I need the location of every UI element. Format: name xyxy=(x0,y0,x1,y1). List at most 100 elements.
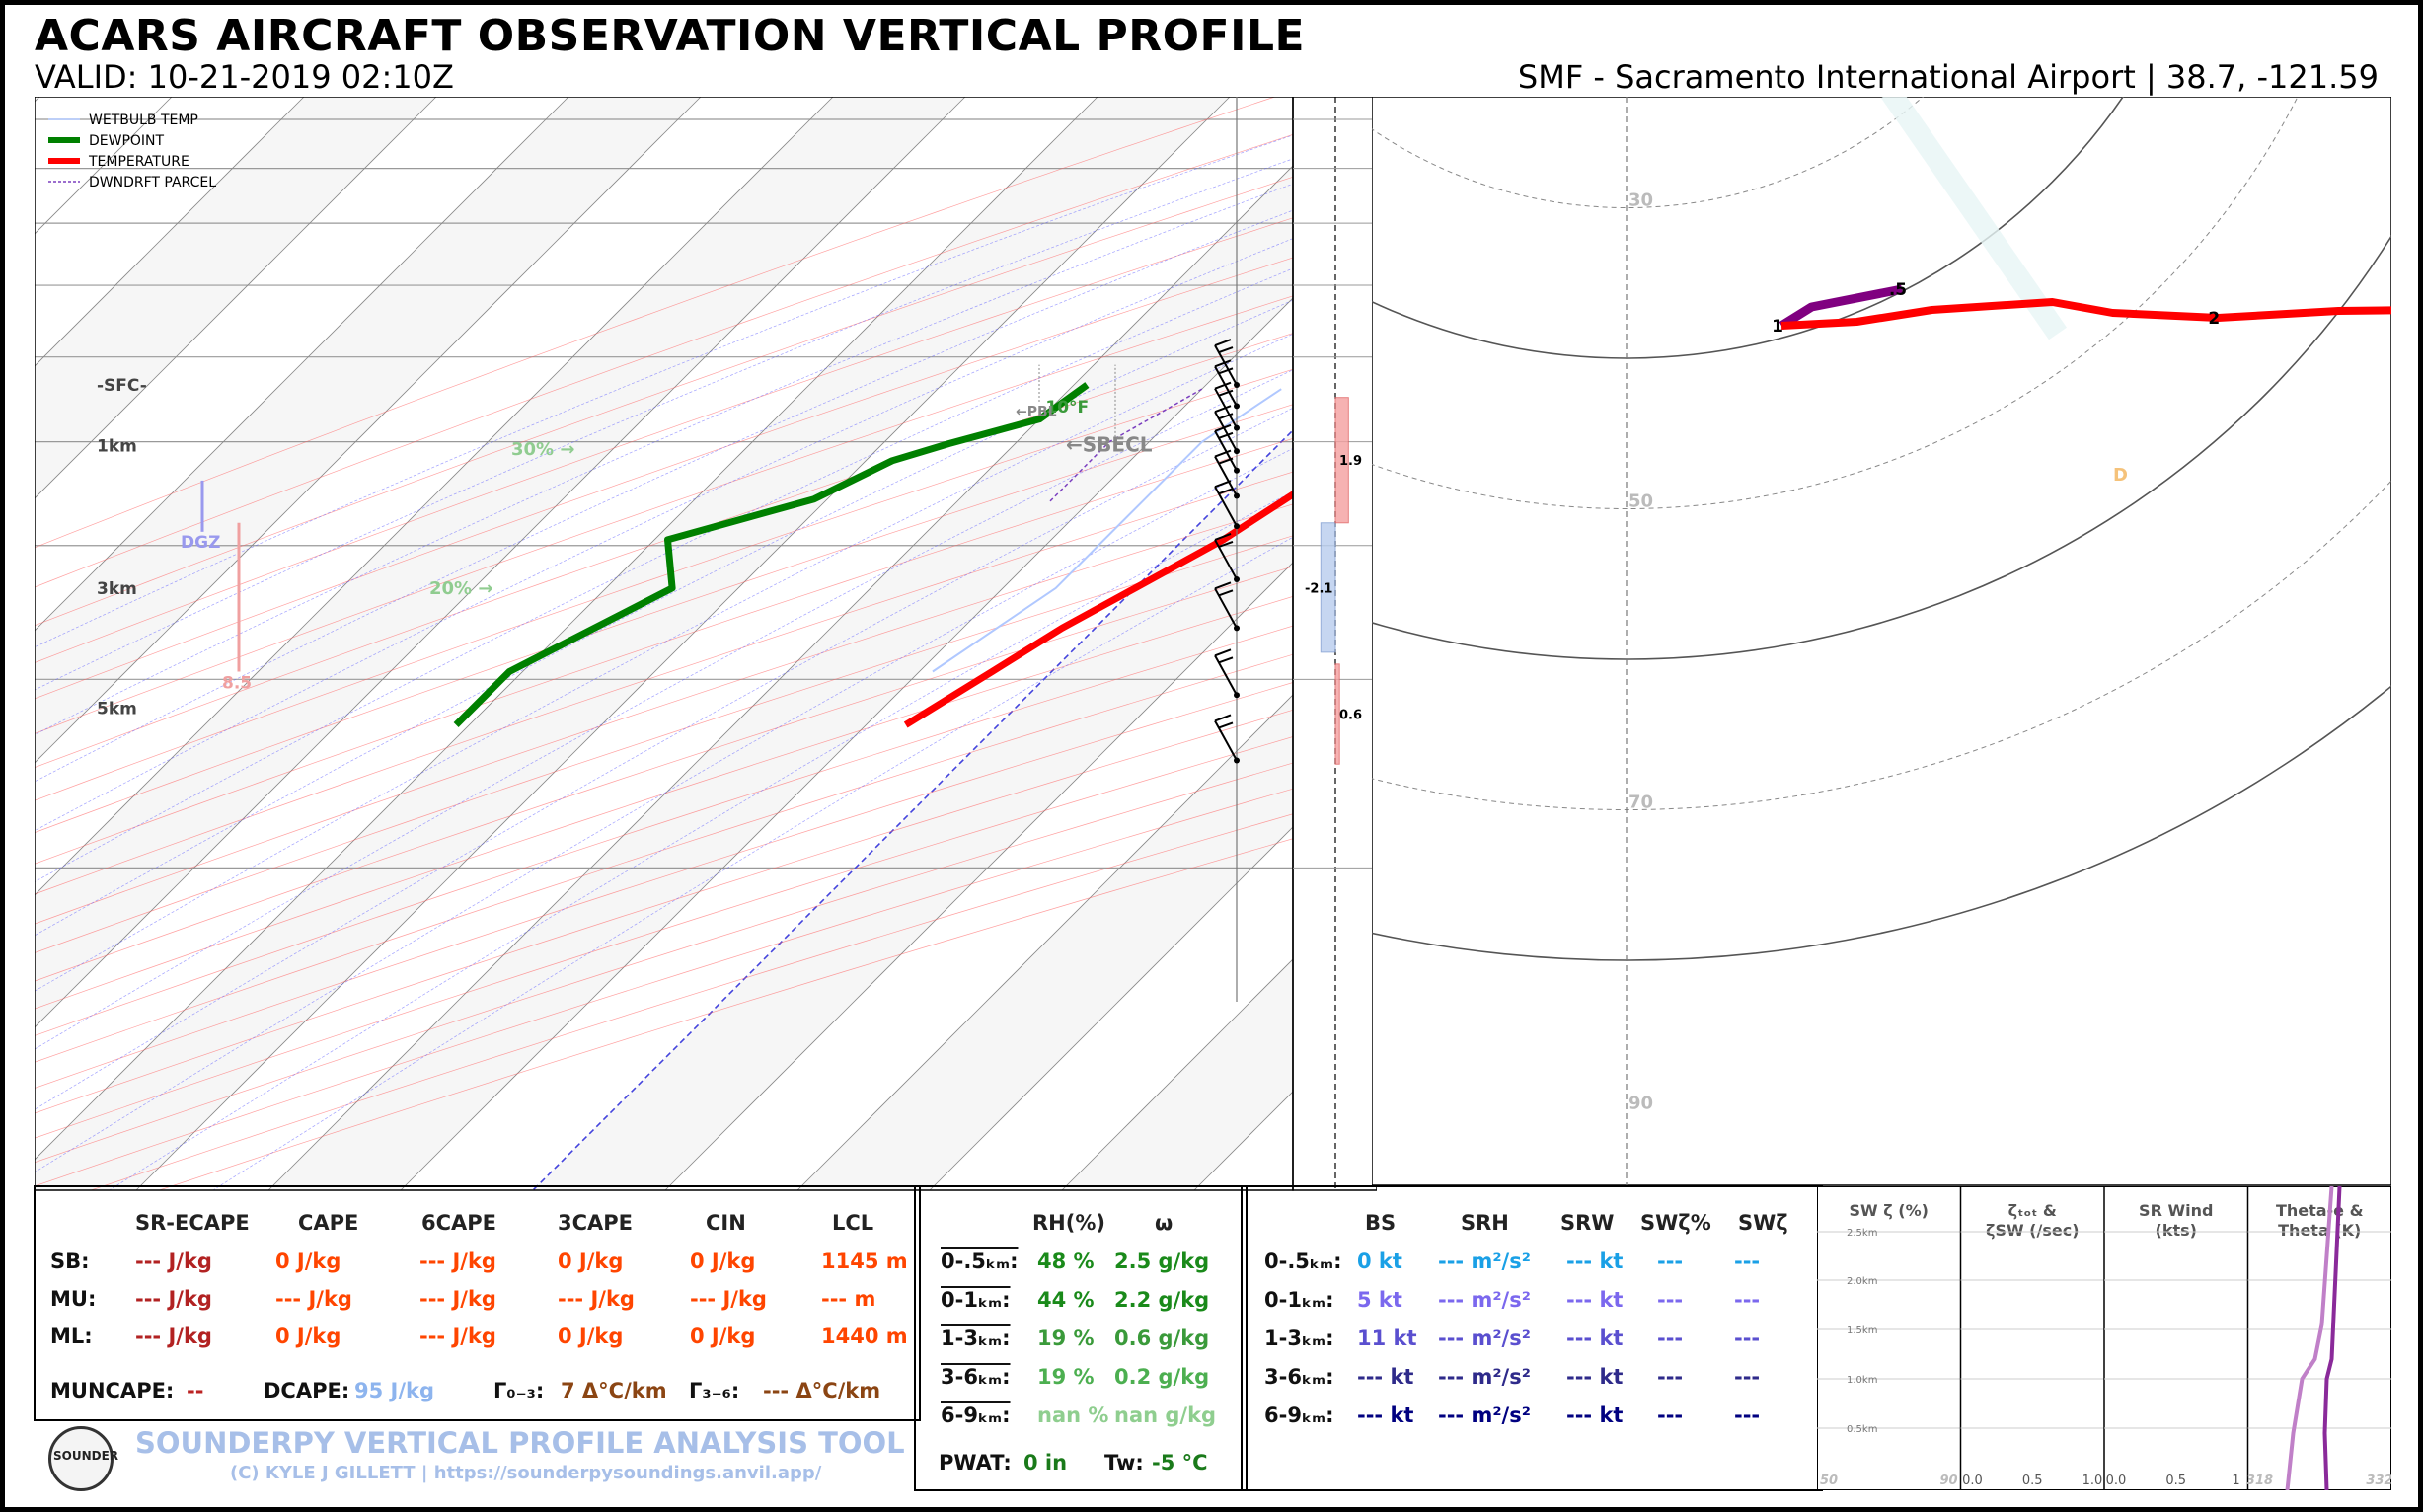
dry-adiabat xyxy=(35,333,1293,769)
mini-height-label: 0.5km xyxy=(1847,1424,1877,1435)
dry-adiabat xyxy=(35,368,1293,801)
mini-panel-title: SR Wind xyxy=(2139,1201,2213,1220)
height-label: -SFC- xyxy=(97,376,147,396)
table-cell: --- xyxy=(1657,1288,1684,1312)
mini-tick-label: 1.0 xyxy=(2082,1474,2103,1488)
table-cell: --- kt xyxy=(1566,1365,1624,1389)
moist-adiabat xyxy=(35,158,1293,691)
table-cell: --- m xyxy=(821,1287,876,1311)
table-cell: 0 J/kg xyxy=(558,1324,624,1348)
table-cell: --- J/kg xyxy=(690,1287,767,1311)
table-cell: --- xyxy=(1734,1288,1761,1312)
rh-20-label: 20% → xyxy=(429,578,492,599)
dry-adiabat xyxy=(35,566,1293,982)
row-label: 1-3ₖₘ: xyxy=(941,1326,1011,1350)
dry-adiabat xyxy=(35,133,1293,588)
row-label: 6-9ₖₘ: xyxy=(1264,1403,1334,1427)
g36-value: --- Δ°C/km xyxy=(763,1379,881,1402)
valid-time: VALID: 10-21-2019 02:10Z xyxy=(35,58,454,96)
mini-panels: SW ζ (%) 50 90 ζₜₒₜ &ζSW (/sec) 0.0 0.5 1.0 SR … xyxy=(1817,1186,2391,1490)
table-cell: --- xyxy=(1657,1249,1684,1273)
rh-cell: 19 % xyxy=(1037,1326,1095,1350)
mixing-ratio-cell: 2.2 g/kg xyxy=(1114,1288,1210,1312)
row-label: 0-1ₖₘ: xyxy=(1264,1288,1334,1312)
hodo-height-label: .5 xyxy=(1889,280,1907,300)
isotherm-line xyxy=(664,562,1293,1190)
dcape-value: 95 J/kg xyxy=(354,1379,435,1402)
table-cell: --- xyxy=(1734,1249,1761,1273)
table-cell: --- kt xyxy=(1566,1288,1624,1312)
mini-height-label: 2.0km xyxy=(1847,1276,1877,1287)
table-cell: --- m²/s² xyxy=(1438,1403,1531,1427)
wind-barb xyxy=(1214,648,1240,699)
dry-adiabat xyxy=(35,736,1293,1139)
dry-adiabat xyxy=(35,625,1293,1036)
mini-tick-label: 0.0 xyxy=(1962,1474,1983,1488)
mini-panel-title: Theta-e & xyxy=(2276,1201,2364,1220)
isotherm-line xyxy=(35,97,305,367)
table-cell: --- kt xyxy=(1566,1403,1624,1427)
wind-barb xyxy=(1214,714,1240,764)
hdr-cape: CAPE xyxy=(298,1211,359,1235)
mini-panel-title: SW ζ (%) xyxy=(1850,1201,1929,1220)
legend-item: WETBULB TEMP xyxy=(89,113,198,128)
dry-adiabat xyxy=(35,404,1293,834)
lapse-bar xyxy=(1334,663,1340,765)
rh-cell: 19 % xyxy=(1037,1365,1095,1389)
rh-cell: 44 % xyxy=(1037,1288,1095,1312)
tw-value: -5 °C xyxy=(1152,1451,1208,1474)
dgz-label: DGZ xyxy=(181,533,220,553)
storm-motion-band xyxy=(1880,97,2068,340)
isotherm-line xyxy=(35,97,437,499)
table-cell: 0 J/kg xyxy=(690,1324,756,1348)
hdr-3cape: 3CAPE xyxy=(558,1211,634,1235)
row-label: 6-9ₖₘ: xyxy=(941,1403,1011,1427)
row-label: SB: xyxy=(50,1249,90,1273)
table-cell: --- J/kg xyxy=(275,1287,352,1311)
table-cell: --- m²/s² xyxy=(1438,1326,1531,1350)
storm-motion-label: D xyxy=(2113,465,2128,486)
isotherm-line xyxy=(796,694,1293,1190)
dgz-value-label: 8.5 xyxy=(222,673,252,693)
series-temperature xyxy=(903,490,1293,728)
mini-tick-label: 0.5 xyxy=(2165,1474,2186,1488)
hdr-omega: ω xyxy=(1155,1211,1174,1235)
isotherm-line xyxy=(35,97,834,896)
table-cell: 0 kt xyxy=(1357,1249,1402,1273)
table-cell: --- m²/s² xyxy=(1438,1288,1531,1312)
temp-tick-label: -30 xyxy=(1216,1195,1244,1197)
g36-label: Γ₃₋₆: xyxy=(689,1379,740,1402)
height-label: 5km xyxy=(97,699,137,718)
legend-item: DEWPOINT xyxy=(89,133,165,149)
table-cell: --- kt xyxy=(1566,1326,1624,1350)
lapse-bar xyxy=(1334,397,1349,524)
series-dewpoint xyxy=(453,382,1090,727)
hodo-height-label: 2 xyxy=(2208,309,2220,329)
table-cell: --- J/kg xyxy=(135,1324,212,1348)
sounderpy-logo: SOUNDER xyxy=(48,1426,118,1491)
mini-panel-title: (kts) xyxy=(2156,1221,2197,1240)
table-cell: --- xyxy=(1734,1403,1761,1427)
height-label: 3km xyxy=(97,579,137,599)
row-label: 3-6ₖₘ: xyxy=(941,1365,1011,1389)
isotherm-line xyxy=(929,826,1293,1190)
hodo-ring xyxy=(1372,97,2299,509)
legend: WETBULB TEMP DEWPOINT TEMPERATURE DWNDRFT P… xyxy=(48,113,216,190)
logo-text: SOUNDER xyxy=(53,1449,119,1463)
mini-height-label: 2.5km xyxy=(1847,1228,1877,1239)
mini-tick-label: 318 xyxy=(2246,1474,2273,1488)
rh-30-label: 30% → xyxy=(511,439,574,460)
hodo-segment-0-1km xyxy=(1779,284,1903,330)
moist-adiabat xyxy=(35,238,1293,832)
dry-adiabat xyxy=(35,257,1293,700)
mixing-ratio-cell: nan g/kg xyxy=(1114,1403,1217,1427)
rh-cell: 48 % xyxy=(1037,1249,1095,1273)
isotherm-line xyxy=(35,97,966,1028)
table-cell: --- m²/s² xyxy=(1438,1249,1531,1273)
pbl-label: ←PBL xyxy=(1016,405,1057,420)
hdr-6cape: 6CAPE xyxy=(421,1211,497,1235)
lapse-bar-label: 0.6 xyxy=(1339,709,1362,723)
sfc-dewpoint-label: 10°F xyxy=(1045,398,1089,417)
mixing-ratio-cell: 0.2 g/kg xyxy=(1114,1365,1210,1389)
